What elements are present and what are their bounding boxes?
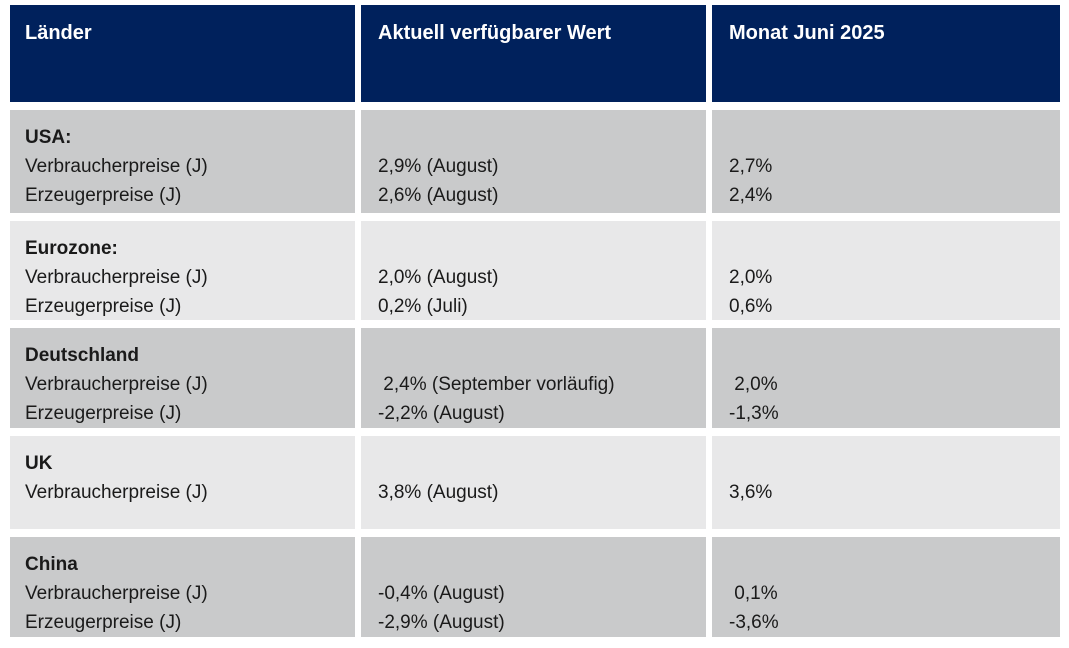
usa-june-value-cell: 2,7% 2,4% (712, 110, 1060, 213)
metric-labels: Verbraucherpreise (J) Erzeugerpreise (J) (25, 267, 208, 317)
line-spacer (729, 550, 1054, 579)
metric-labels: Verbraucherpreise (J) (25, 482, 208, 503)
june-values: 2,0% 0,6% (729, 267, 773, 317)
current-values: 2,4% (September vorläufig) -2,2% (August… (378, 374, 615, 424)
column-header-aktuell-wert-label: Aktuell verfügbarer Wert (378, 22, 612, 44)
line-spacer (729, 341, 1054, 370)
usa-label-cell: USA: Verbraucherpreise (J) Erzeugerpreis… (10, 110, 355, 213)
country-name: Deutschland (25, 345, 140, 366)
china-current-value-cell: -0,4% (August) -2,9% (August) (361, 537, 706, 637)
china-label-cell: China Verbraucherpreise (J) Erzeugerprei… (10, 537, 355, 637)
uk-label-cell: UK Verbraucherpreise (J) (10, 436, 355, 529)
china-june-value-cell: 0,1% -3,6% (712, 537, 1060, 637)
country-name: Eurozone: (25, 238, 118, 259)
current-values: -0,4% (August) -2,9% (August) (378, 583, 505, 633)
column-header-laender: Länder (10, 5, 355, 102)
metric-labels: Verbraucherpreise (J) Erzeugerpreise (J) (25, 156, 208, 206)
line-spacer (378, 449, 700, 478)
eurozone-label-cell: Eurozone: Verbraucherpreise (J) Erzeuger… (10, 221, 355, 320)
country-name: UK (25, 453, 53, 474)
line-spacer (378, 341, 700, 370)
usa-current-value-cell: 2,9% (August) 2,6% (August) (361, 110, 706, 213)
line-spacer (729, 234, 1054, 263)
column-header-laender-label: Länder (25, 22, 92, 44)
current-values: 2,0% (August) 0,2% (Juli) (378, 267, 499, 317)
deutschland-june-value-cell: 2,0% -1,3% (712, 328, 1060, 428)
uk-current-value-cell: 3,8% (August) (361, 436, 706, 529)
metric-labels: Verbraucherpreise (J) Erzeugerpreise (J) (25, 374, 208, 424)
june-values: 2,7% 2,4% (729, 156, 773, 206)
line-spacer (729, 123, 1054, 152)
column-header-monat-juni: Monat Juni 2025 (712, 5, 1060, 102)
uk-june-value-cell: 3,6% (712, 436, 1060, 529)
inflation-table: Länder Aktuell verfügbarer Wert Monat Ju… (10, 5, 1060, 637)
column-header-aktuell-wert: Aktuell verfügbarer Wert (361, 5, 706, 102)
eurozone-current-value-cell: 2,0% (August) 0,2% (Juli) (361, 221, 706, 320)
june-values: 3,6% (729, 482, 773, 503)
line-spacer (378, 123, 700, 152)
line-spacer (378, 234, 700, 263)
column-header-monat-juni-label: Monat Juni 2025 (729, 22, 885, 44)
country-name: China (25, 554, 78, 575)
current-values: 3,8% (August) (378, 482, 499, 503)
current-values: 2,9% (August) 2,6% (August) (378, 156, 499, 206)
deutschland-label-cell: Deutschland Verbraucherpreise (J) Erzeug… (10, 328, 355, 428)
country-name: USA: (25, 127, 72, 148)
line-spacer (378, 550, 700, 579)
line-spacer (729, 449, 1054, 478)
june-values: 0,1% -3,6% (729, 583, 779, 633)
june-values: 2,0% -1,3% (729, 374, 779, 424)
deutschland-current-value-cell: 2,4% (September vorläufig) -2,2% (August… (361, 328, 706, 428)
metric-labels: Verbraucherpreise (J) Erzeugerpreise (J) (25, 583, 208, 633)
eurozone-june-value-cell: 2,0% 0,6% (712, 221, 1060, 320)
